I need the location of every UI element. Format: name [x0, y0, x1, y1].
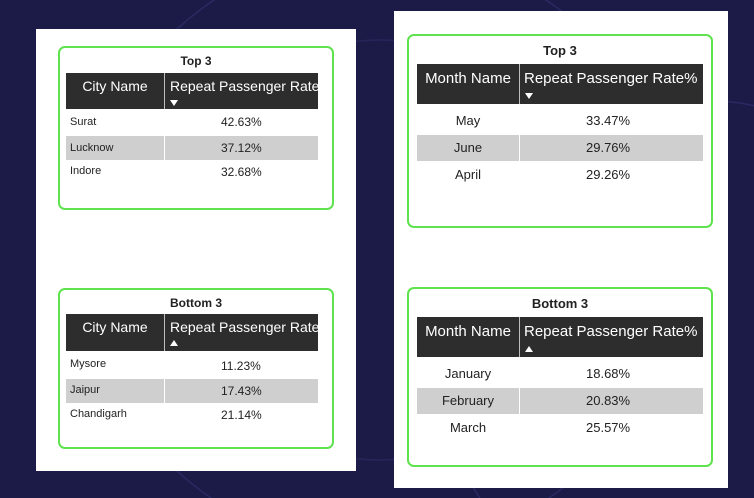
month-name-cell: January [444, 366, 492, 381]
city-panel: Top 3 City Name Repeat Passenger Rate% S… [36, 29, 356, 471]
month-name-cell: March [449, 420, 487, 435]
month-panel: Top 3 Month Name Repeat Passenger Rate% … [394, 11, 728, 488]
table-header: City Name Repeat Passenger Rate% [66, 314, 332, 351]
month-name-cell: February [441, 393, 495, 408]
column-header-month-name[interactable]: Month Name [425, 70, 511, 87]
column-header-city-name[interactable]: City Name [82, 319, 148, 335]
month-name-cell: May [455, 113, 481, 128]
table-row: Surat 42.63% [66, 111, 318, 135]
table-header: Month Name Repeat Passenger Rate% [417, 317, 703, 357]
table-header: City Name Repeat Passenger Rate% [66, 73, 332, 109]
rate-cell: 25.57% [586, 420, 631, 435]
city-name-cell: Indore [70, 165, 102, 177]
column-header-month-name[interactable]: Month Name [425, 323, 511, 340]
rate-cell: 11.23% [221, 359, 261, 373]
city-name-cell: Jaipur [70, 384, 100, 396]
rate-cell: 20.83% [586, 393, 631, 408]
city-name-cell: Chandigarh [70, 408, 127, 420]
card-title: Bottom 3 [170, 296, 222, 310]
sort-ascending-icon[interactable] [170, 340, 178, 346]
city-top3-card: Top 3 City Name Repeat Passenger Rate% S… [58, 46, 334, 210]
table-row: April 29.26% [417, 162, 703, 188]
column-divider [164, 73, 165, 109]
rate-cell: 29.26% [586, 167, 631, 182]
column-divider [164, 136, 165, 160]
table-row: February 20.83% [417, 388, 703, 414]
column-divider [519, 64, 520, 104]
city-bottom3-card: Bottom 3 City Name Repeat Passenger Rate… [58, 288, 334, 449]
rate-cell: 42.63% [221, 115, 262, 129]
column-header-repeat-rate[interactable]: Repeat Passenger Rate% [524, 323, 698, 340]
month-name-cell: June [453, 140, 483, 155]
month-bottom3-card: Bottom 3 Month Name Repeat Passenger Rat… [407, 287, 713, 467]
sort-descending-icon[interactable] [525, 93, 533, 99]
sort-ascending-icon[interactable] [525, 346, 533, 352]
table-row: June 29.76% [417, 135, 703, 161]
column-divider [519, 317, 520, 357]
rate-cell: 21.14% [221, 408, 262, 422]
column-divider [519, 388, 520, 414]
column-header-repeat-rate[interactable]: Repeat Passenger Rate% [524, 70, 698, 87]
month-name-cell: April [454, 167, 481, 182]
column-header-repeat-rate[interactable]: Repeat Passenger Rate% [170, 319, 332, 335]
month-top3-card: Top 3 Month Name Repeat Passenger Rate% … [407, 34, 713, 228]
column-divider [519, 135, 520, 161]
city-name-cell: Surat [70, 116, 97, 128]
card-title: Bottom 3 [531, 296, 589, 311]
table-row: Jaipur 17.43% [66, 379, 318, 403]
card-title: Top 3 [180, 54, 212, 68]
rate-cell: 32.68% [221, 165, 262, 179]
table-row: May 33.47% [417, 108, 703, 134]
table-row: Mysore 11.23% [66, 354, 318, 378]
column-header-city-name[interactable]: City Name [82, 78, 148, 94]
rate-cell: 37.12% [221, 141, 262, 155]
city-name-cell: Lucknow [70, 142, 114, 154]
table-row: March 25.57% [417, 415, 703, 441]
column-header-repeat-rate[interactable]: Repeat Passenger Rate% [170, 78, 332, 94]
column-divider [164, 314, 165, 351]
table-row: January 18.68% [417, 361, 703, 387]
table-row: Chandigarh 21.14% [66, 404, 318, 428]
city-name-cell: Mysore [70, 358, 107, 370]
column-divider [164, 379, 165, 403]
rate-cell: 18.68% [586, 366, 631, 381]
rate-cell: 17.43% [221, 384, 262, 398]
table-row: Indore 32.68% [66, 161, 318, 185]
rate-cell: 33.47% [586, 113, 631, 128]
rate-cell: 29.76% [586, 140, 631, 155]
table-row: Lucknow 37.12% [66, 136, 318, 160]
table-header: Month Name Repeat Passenger Rate% [417, 64, 703, 104]
sort-descending-icon[interactable] [170, 100, 178, 106]
card-title: Top 3 [543, 43, 577, 58]
